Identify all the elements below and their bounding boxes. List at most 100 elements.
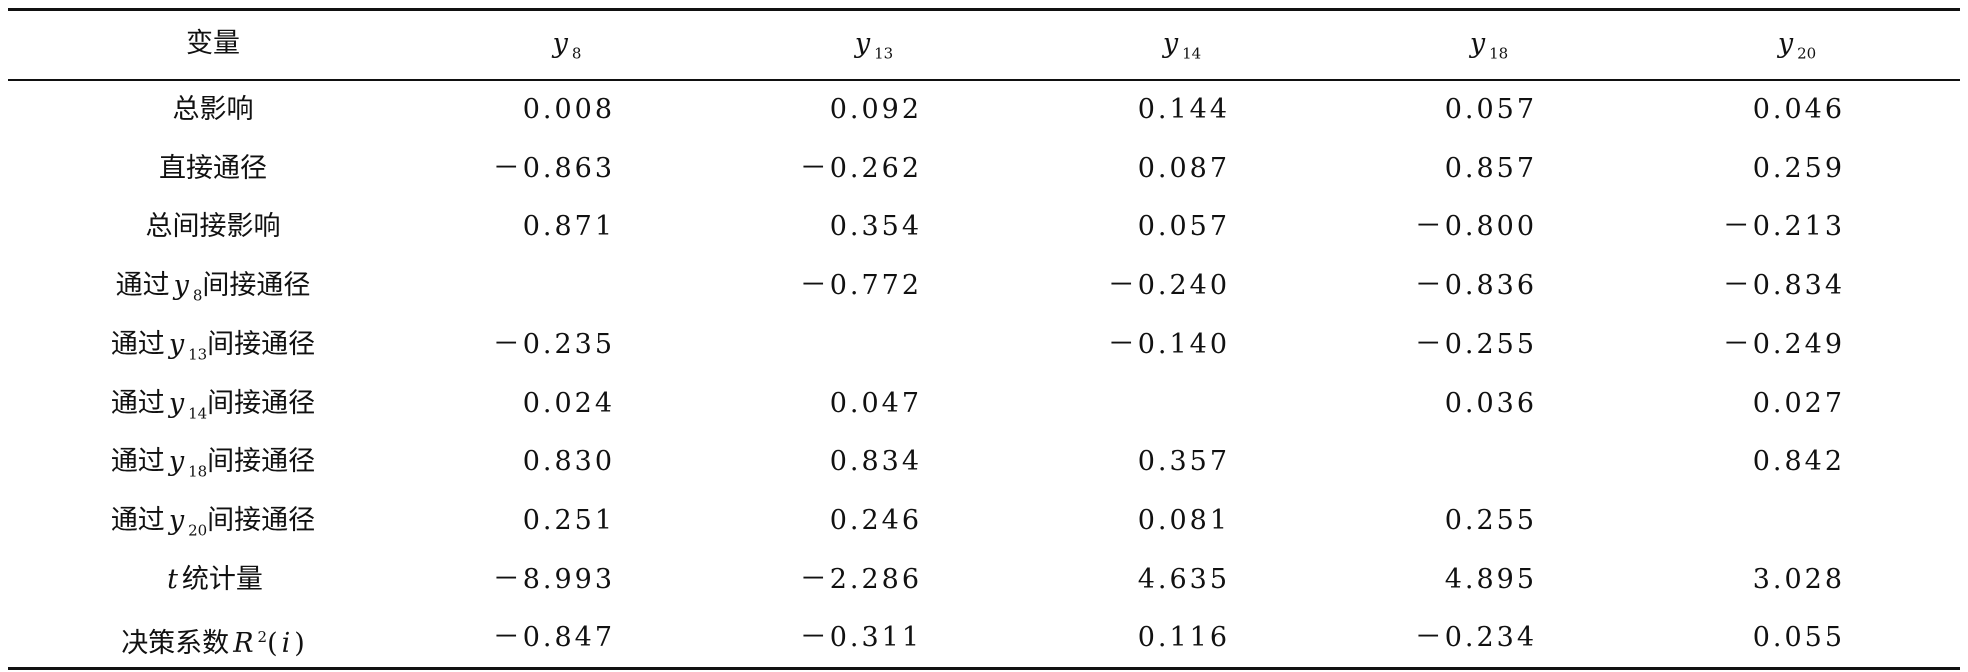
header-cell: 变量 — [63, 14, 363, 73]
text-segment: 13 — [874, 44, 894, 63]
value-cell: 0.055 — [1752, 622, 1845, 654]
value-cell: －0.234 — [1414, 622, 1537, 654]
value-cell: 0.357 — [1137, 446, 1230, 478]
row-label: t 统计量 — [63, 550, 363, 609]
text-segment: 通过 — [110, 446, 165, 478]
text-segment: 通过 — [110, 328, 165, 360]
row-label: 决策系数 R 2(i) — [63, 608, 363, 667]
value-cell: －0.235 — [492, 328, 615, 360]
text-segment: 14 — [1182, 44, 1202, 63]
value-cell: 0.027 — [1752, 387, 1845, 419]
text-segment: 间接通径 — [207, 504, 316, 536]
value-cell: 0.251 — [522, 504, 615, 536]
text-segment: 18 — [188, 462, 208, 481]
value-cell: 0.871 — [522, 211, 615, 243]
row-label: 通过 y 18间接通径 — [63, 432, 363, 491]
header-cell: y 14 — [1030, 14, 1330, 73]
value-cell: 0.116 — [1137, 622, 1230, 654]
text-segment: 18 — [1489, 44, 1509, 63]
header-cell: y 13 — [722, 14, 1022, 73]
text-segment: 直接通径 — [159, 152, 267, 184]
text-segment: 总间接影响 — [145, 211, 281, 243]
bottom-rule — [8, 667, 1960, 670]
value-cell: －0.800 — [1414, 211, 1537, 243]
row-label: 通过 y 13间接通径 — [63, 315, 363, 374]
value-cell: 0.092 — [829, 94, 922, 125]
text-segment: 20 — [1797, 44, 1817, 63]
value-cell: 0.354 — [829, 211, 922, 243]
value-cell: 0.024 — [522, 387, 615, 419]
value-cell: 0.830 — [522, 446, 615, 478]
value-cell: －0.847 — [492, 622, 615, 654]
value-cell: 0.144 — [1137, 94, 1230, 125]
value-cell: 0.047 — [829, 387, 922, 419]
value-cell: －0.863 — [492, 152, 615, 184]
value-cell: 0.057 — [1137, 211, 1230, 243]
row-label: 总影响 — [63, 80, 363, 139]
text-segment: 决策系数 — [121, 628, 230, 660]
value-cell: －0.836 — [1414, 270, 1537, 302]
value-cell: 0.842 — [1752, 446, 1845, 478]
text-segment: 8 — [192, 286, 203, 305]
top-rule — [8, 8, 1960, 11]
text-segment: y — [1777, 28, 1794, 59]
text-segment: ) — [294, 628, 305, 660]
value-cell: －8.993 — [492, 563, 615, 595]
text-segment: 间接通径 — [207, 328, 316, 360]
row-label: 通过 y 8间接通径 — [63, 256, 363, 315]
value-cell: －0.311 — [799, 622, 922, 654]
text-segment: 间接通径 — [207, 446, 316, 478]
text-segment: 8 — [571, 44, 582, 63]
value-cell: 0.246 — [829, 504, 922, 536]
text-segment: 13 — [188, 345, 208, 364]
text-segment: 通过 — [115, 270, 170, 302]
value-cell: 0.255 — [1444, 504, 1537, 536]
row-label: 通过 y 20间接通径 — [63, 491, 363, 550]
value-cell: －2.286 — [799, 563, 922, 595]
row-label: 通过 y 14间接通径 — [63, 374, 363, 433]
value-cell: 0.081 — [1137, 504, 1230, 536]
value-cell: 3.028 — [1752, 563, 1845, 595]
value-cell: －0.140 — [1107, 328, 1230, 360]
text-segment: y — [173, 270, 189, 302]
text-segment: y — [168, 387, 185, 419]
value-cell: －0.834 — [1722, 270, 1845, 302]
text-segment: 统计量 — [181, 563, 263, 595]
text-segment: ( — [267, 628, 278, 660]
value-cell: －0.249 — [1722, 328, 1845, 360]
value-cell: 0.008 — [522, 94, 615, 125]
text-segment: t — [167, 563, 178, 595]
value-cell: －0.255 — [1414, 328, 1537, 360]
value-cell: 0.834 — [829, 446, 922, 478]
text-segment: R — [233, 628, 254, 660]
value-cell: 0.046 — [1752, 94, 1845, 125]
value-cell: －0.772 — [799, 270, 922, 302]
value-cell: 0.087 — [1137, 152, 1230, 184]
text-segment: y — [854, 28, 871, 59]
text-segment: 间接通径 — [202, 270, 311, 302]
value-cell: 0.036 — [1444, 387, 1537, 419]
header-cell: y 18 — [1337, 14, 1637, 73]
text-segment: 2 — [257, 628, 268, 647]
row-label: 直接通径 — [63, 139, 363, 198]
value-cell: 0.259 — [1752, 152, 1845, 184]
value-cell: 4.895 — [1444, 563, 1537, 595]
value-cell: －0.262 — [799, 152, 922, 184]
text-segment: y — [1469, 28, 1486, 59]
header-rule — [8, 79, 1960, 81]
text-segment: i — [281, 628, 291, 660]
text-segment: 总影响 — [172, 94, 254, 125]
text-segment: 20 — [188, 521, 208, 540]
value-cell: －0.240 — [1107, 270, 1230, 302]
text-segment: 通过 — [110, 387, 165, 419]
text-segment: y — [552, 28, 568, 59]
text-segment: 变量 — [186, 28, 240, 59]
text-segment: y — [1162, 28, 1179, 59]
text-segment: y — [168, 446, 185, 478]
value-cell: 0.057 — [1444, 94, 1537, 125]
text-segment: 通过 — [110, 504, 165, 536]
value-cell: 4.635 — [1137, 563, 1230, 595]
row-label: 总间接影响 — [63, 197, 363, 256]
